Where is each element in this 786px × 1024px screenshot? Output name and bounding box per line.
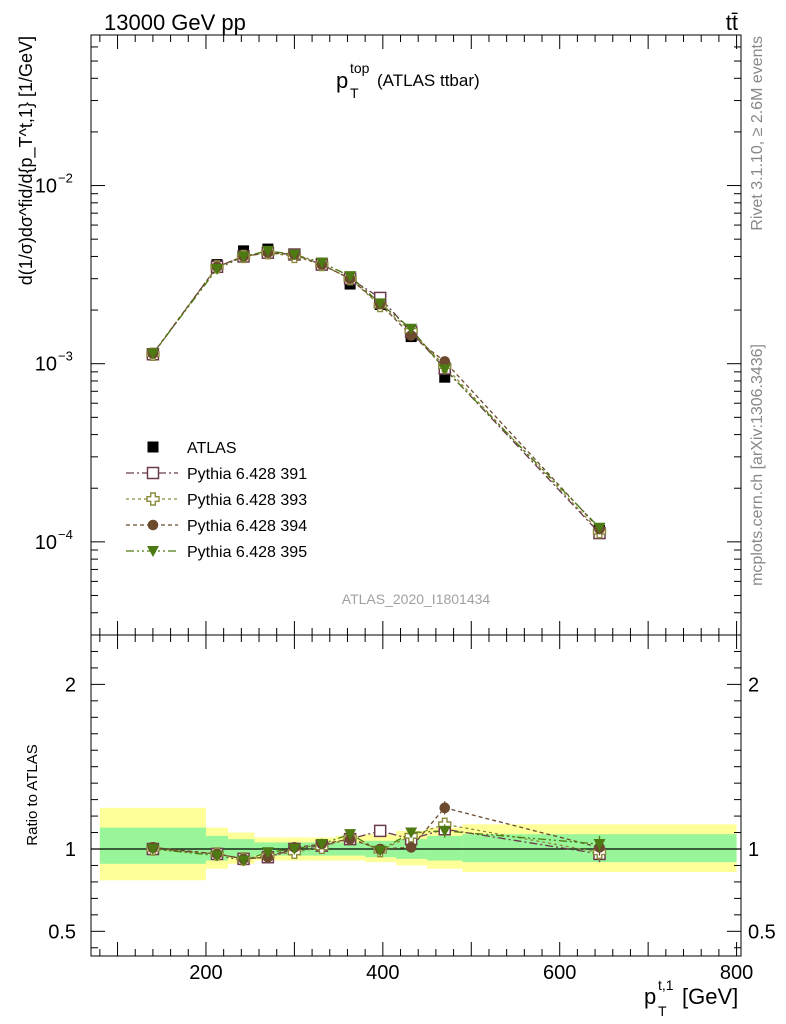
data-point-p395 [593,522,606,534]
legend-item-p394: Pythia 6.428 394 [126,518,307,535]
y-tick-label: 10 [35,176,57,198]
x-title-sub: T [658,1003,667,1019]
ratio-y-tick-label: 2 [65,674,76,696]
data-point-p395 [438,364,451,376]
legend-label: Pythia 6.428 394 [187,518,307,535]
legend-marker [147,546,159,557]
main-series-markers [146,243,607,540]
y-tick-label: 10 [35,354,57,376]
legend-marker [147,441,159,453]
beam-label: 13000 GeV pp [104,10,246,35]
ratio-point-p395 [315,839,328,851]
ratio-point-p391 [373,824,387,838]
data-point-p394 [405,330,417,341]
watermark: ATLAS_2020_I1801434 [342,591,491,607]
x-tick-label: 800 [720,962,753,984]
ratio-y-tick-label-right: 0.5 [748,921,776,943]
x-tick-label: 400 [366,962,399,984]
data-point-p395 [288,249,301,261]
legend-item-p393: Pythia 6.428 393 [126,492,307,509]
x-tick-label: 200 [189,962,222,984]
plot-title: p top T (ATLAS ttbar) [336,60,480,101]
title-sup: top [350,60,370,76]
legend-label: Pythia 6.428 391 [187,466,307,483]
y-tick-label-exponent: −2 [58,171,73,186]
legend: ATLAS Pythia 6.428 391 Pythia 6.428 393 Pyt… [126,440,307,561]
data-point-p395 [211,264,224,276]
data-point-p395 [374,298,387,310]
data-point-p395 [146,348,159,360]
legend-item-atlas: ATLAS [147,440,237,457]
main-panel: 10−210−310−4 p top T (ATLAS ttbar) d(1/σ… [16,34,742,636]
ratio-point-p395 [374,845,387,857]
ratio-point-p395 [405,827,418,839]
x-axis-title: p t,1 T [GeV] [644,977,738,1019]
x-title-sup: t,1 [658,977,674,993]
ratio-point-p395 [593,839,606,851]
series-line-p394 [152,252,600,530]
ratio-point-p395 [344,829,357,841]
ratio-point-p395 [438,825,451,837]
process-label: tt̄ [726,10,738,35]
ratio-point-p395 [261,847,274,859]
rivet-label: Rivet 3.1.10, ≥ 2.6M events [749,36,766,231]
ratio-point-p394 [439,802,451,814]
ratio-y-axis-title: Ratio to ATLAS [24,744,41,845]
x-title-unit: [GeV] [682,984,738,1009]
y-tick-label: 10 [35,532,57,554]
ratio-point-p395 [146,844,159,855]
uncertainty-bands [99,807,737,881]
legend-label: Pythia 6.428 393 [187,492,307,509]
y-tick-label-exponent: −3 [58,349,73,364]
band-inner [427,835,463,861]
data-point-p395 [405,323,418,335]
y-axis-title: d(1/σ)dσ^fid/d{p_T^t,1} [1/GeV] [16,36,37,285]
ratio-point-p395 [288,844,301,855]
data-point-p395 [237,251,250,263]
data-point-p395 [344,271,357,283]
ratio-series-markers [146,801,607,867]
x-tick-label: 600 [543,962,576,984]
ratio-y-tick-label-right: 2 [748,674,759,696]
ratio-plot-frame [90,634,742,957]
title-suffix: (ATLAS ttbar) [377,71,480,90]
legend-marker [147,519,159,531]
legend-item-p395: Pythia 6.428 395 [126,544,307,561]
ratio-point-p395 [211,850,224,862]
legend-label: Pythia 6.428 395 [187,544,307,561]
data-point-p395 [261,245,274,257]
legend-item-p391: Pythia 6.428 391 [126,466,307,483]
title-main: p [336,68,348,93]
ratio-point-p395 [237,855,250,867]
legend-label: ATLAS [187,440,237,457]
data-point-p395 [315,257,328,269]
x-title-main: p [644,984,656,1009]
source-label: mcplots.cern.ch [arXiv:1306.3436] [749,344,766,586]
data-point-atlas [439,371,451,383]
ratio-y-tick-label: 1 [65,839,76,861]
ratio-y-tick-label-right: 1 [748,839,759,861]
main-axes: 10−210−310−4 [35,34,741,636]
legend-marker [146,492,160,506]
ratio-axes: 0.5 0.5 1 1 2 2 200 400 600 800 [48,634,776,984]
title-sub: T [350,85,359,101]
legend-marker [146,466,160,480]
y-tick-label-exponent: −4 [58,527,73,542]
ratio-y-tick-label: 0.5 [48,921,76,943]
data-point-p394 [439,356,451,367]
ratio-panel: 0.5 0.5 1 1 2 2 200 400 600 800 Ratio to ATLAS p … [24,634,776,1019]
ratio-point-p394 [405,842,417,853]
